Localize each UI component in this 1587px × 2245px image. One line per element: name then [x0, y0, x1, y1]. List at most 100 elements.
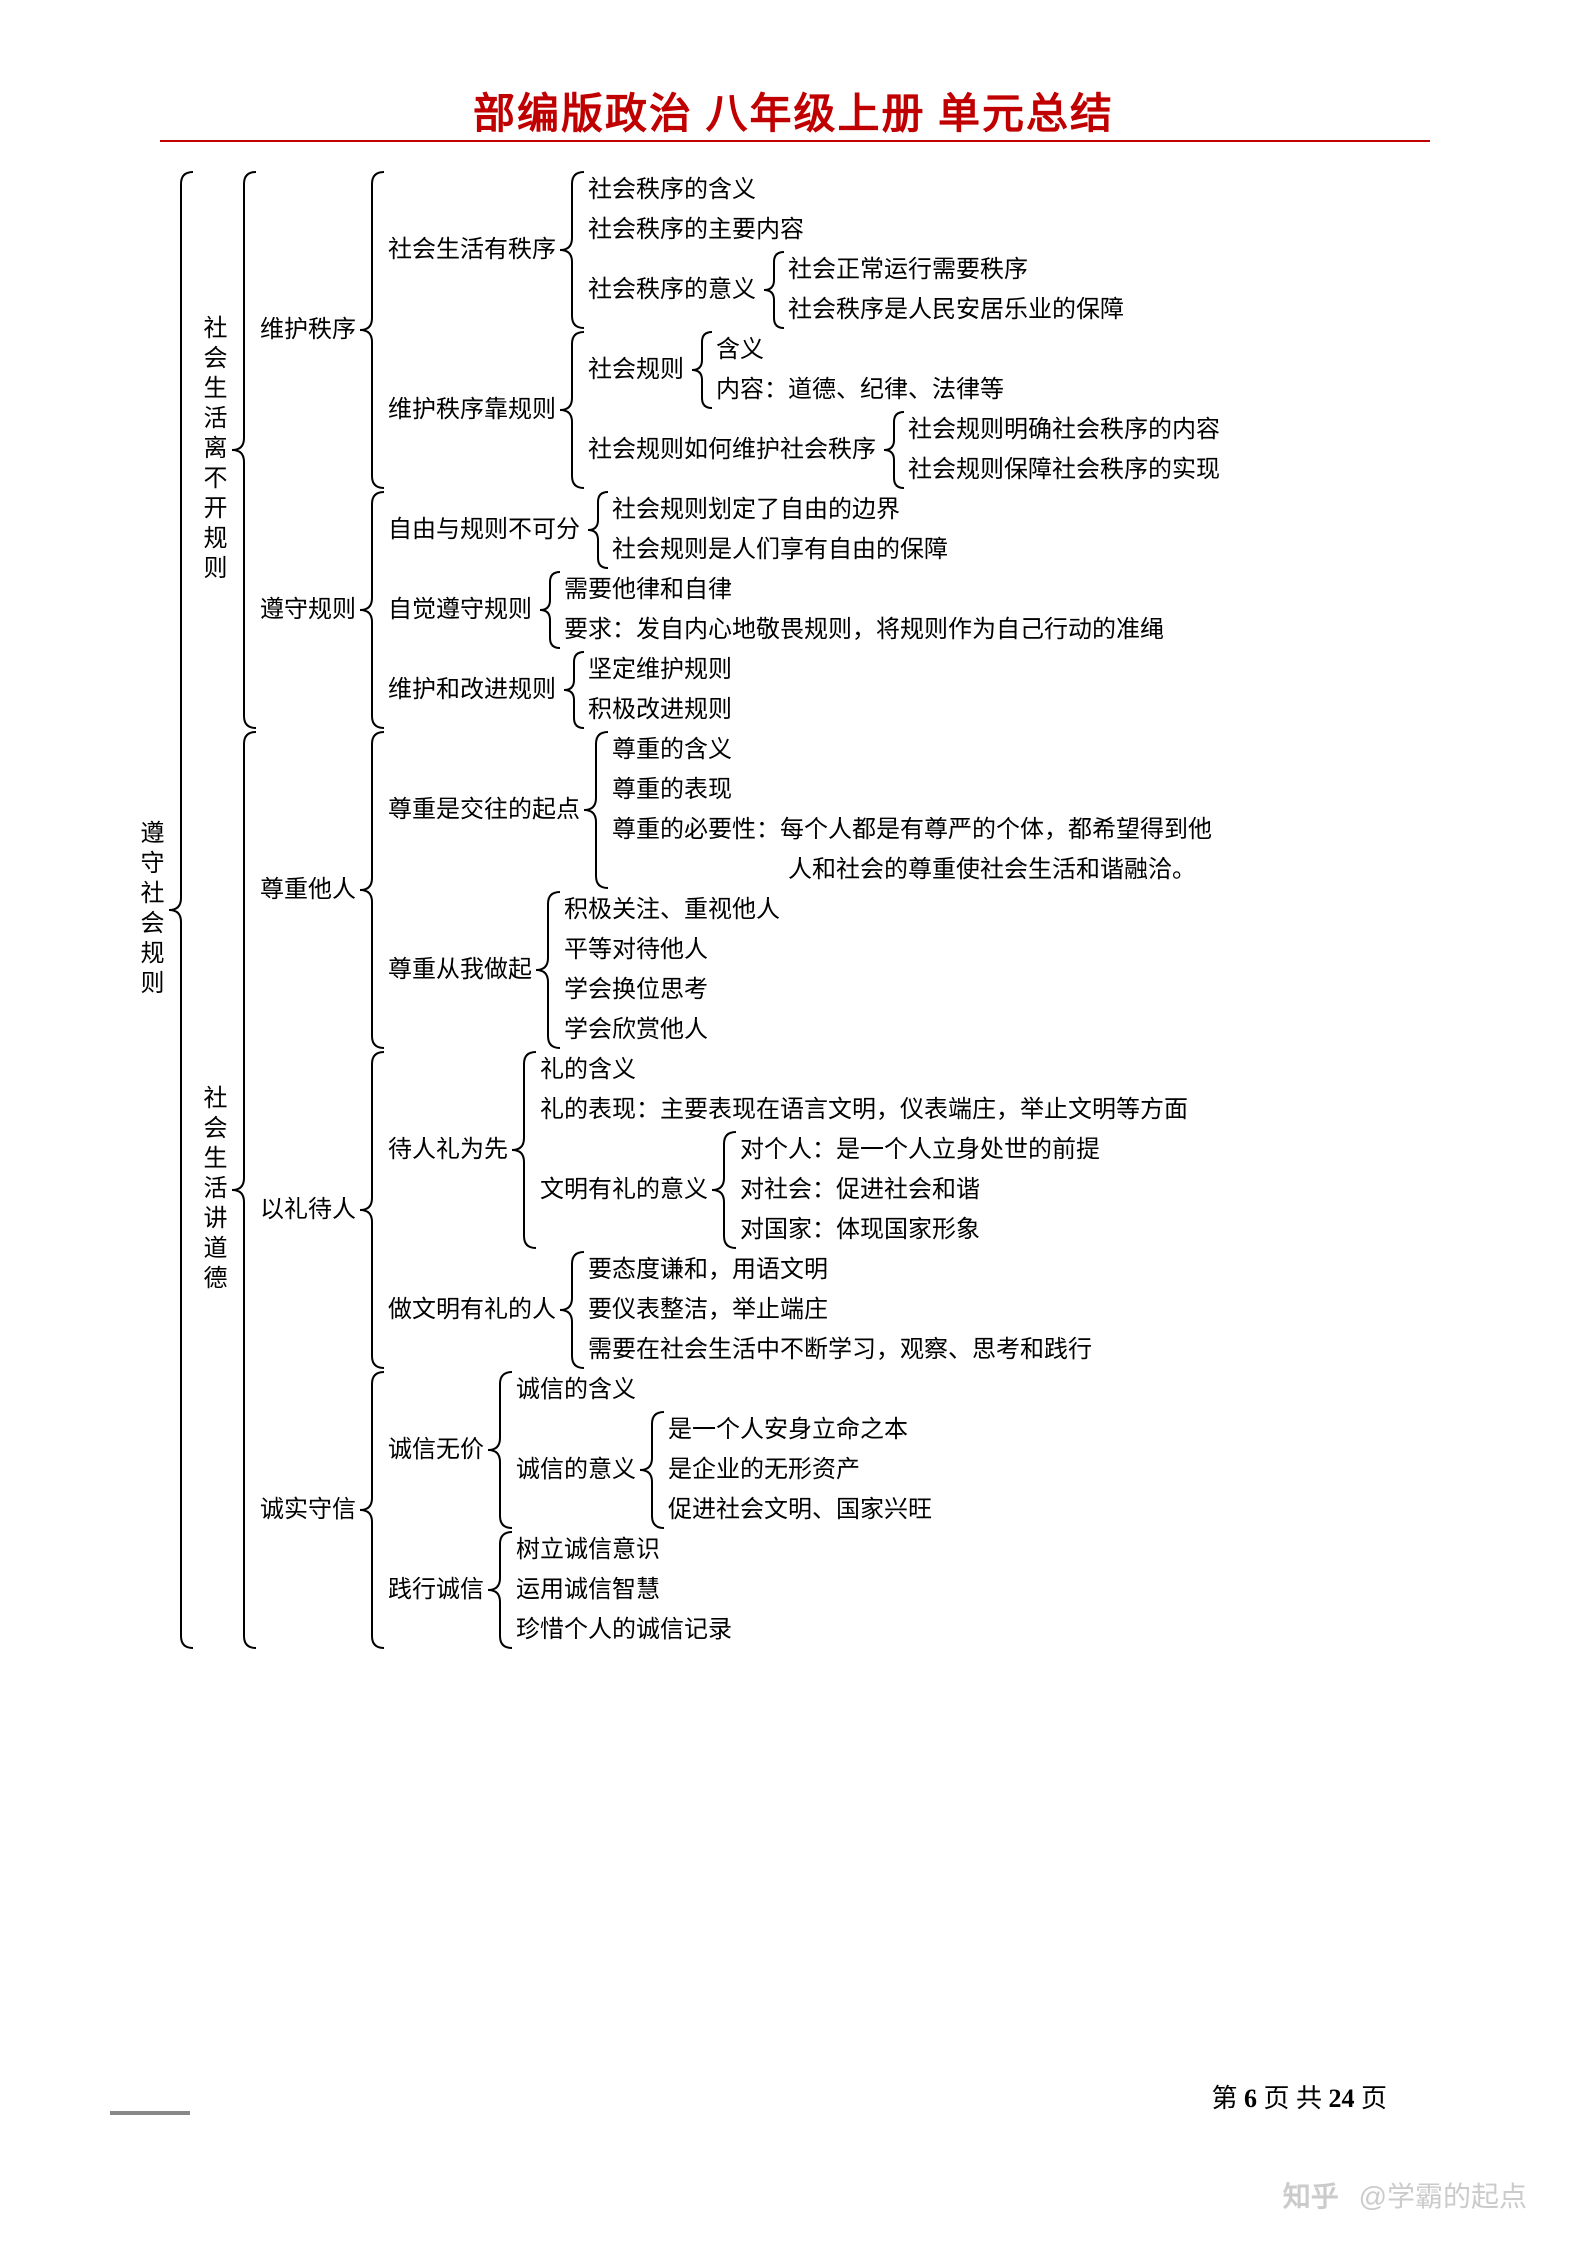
- tree-node: 尊重的必要性：每个人都是有尊严的个体，都希望得到他人和社会的尊重使社会生活和谐融…: [608, 810, 1216, 890]
- tree-label: 需要他律和自律: [560, 570, 736, 610]
- brace-icon: [640, 1410, 664, 1530]
- tree-node: 做文明有礼的人 要态度谦和，用语文明要仪表整洁，举止端庄需要在社会生活中不断学习…: [384, 1250, 1192, 1370]
- tree-children: 社会秩序的含义社会秩序的主要内容社会秩序的意义 社会正常运行需要秩序社会秩序是人…: [584, 170, 1128, 330]
- tree-label: 社会秩序的意义: [584, 270, 760, 310]
- watermark: 知乎 @学霸的起点: [1283, 2175, 1527, 2215]
- tree-label-wrap: 人和社会的尊重使社会生活和谐融洽。: [608, 850, 1216, 890]
- brace-icon: [536, 890, 560, 1050]
- footer-mark: [110, 2111, 190, 2115]
- tree-label: 社会秩序的主要内容: [584, 210, 808, 250]
- title-underline: [160, 140, 1430, 142]
- tree-node: 对个人：是一个人立身处世的前提: [736, 1130, 1104, 1170]
- tree-node: 坚定维护规则: [584, 650, 736, 690]
- tree-children: 对个人：是一个人立身处世的前提对社会：促进社会和谐对国家：体现国家形象: [736, 1130, 1104, 1250]
- tree-label: 社会规则: [584, 350, 688, 390]
- tree-children: 坚定维护规则积极改进规则: [584, 650, 736, 730]
- tree-label: 尊重他人: [256, 870, 360, 910]
- tree-label: 遵守规则: [256, 590, 360, 630]
- tree-label: 诚信的意义: [512, 1450, 640, 1490]
- tree-node: 尊重他人 尊重是交往的起点 尊重的含义尊重的表现尊重的必要性：每个人都是有尊严的…: [256, 730, 1216, 1050]
- tree-node: 礼的含义: [536, 1050, 1192, 1090]
- tree-node: 对国家：体现国家形象: [736, 1210, 1104, 1250]
- tree-label: 社会生活讲道德: [193, 1081, 232, 1299]
- tree-node: 尊重从我做起 积极关注、重视他人平等对待他人学会换位思考学会欣赏他人: [384, 890, 1216, 1050]
- tree-label: 诚实守信: [256, 1490, 360, 1530]
- tree-label: 对个人：是一个人立身处世的前提: [736, 1130, 1104, 1170]
- tree-label: 尊重的必要性：每个人都是有尊严的个体，都希望得到他: [608, 810, 1216, 850]
- watermark-logo: 知乎: [1283, 2175, 1339, 2215]
- brace-icon: [560, 330, 584, 490]
- tree-label: 促进社会文明、国家兴旺: [664, 1490, 936, 1530]
- brace-icon: [512, 1050, 536, 1250]
- page-title: 部编版政治 八年级上册 单元总结: [0, 80, 1587, 141]
- brace-icon: [584, 490, 608, 570]
- tree-label: 珍惜个人的诚信记录: [512, 1610, 736, 1650]
- tree-node: 社会规则保障社会秩序的实现: [904, 450, 1224, 490]
- tree-label: 平等对待他人: [560, 930, 712, 970]
- tree-label: 诚信的含义: [512, 1370, 640, 1410]
- tree-node: 自由与规则不可分 社会规则划定了自由的边界社会规则是人们享有自由的保障: [384, 490, 1168, 570]
- brace-icon: [360, 490, 384, 730]
- tree-label: 社会规则明确社会秩序的内容: [904, 410, 1224, 450]
- tree-node: 积极关注、重视他人: [560, 890, 784, 930]
- tree-node: 要态度谦和，用语文明: [584, 1250, 1096, 1290]
- tree-children: 是一个人安身立命之本是企业的无形资产促进社会文明、国家兴旺: [664, 1410, 936, 1530]
- tree-node: 要仪表整洁，举止端庄: [584, 1290, 1096, 1330]
- tree-children: 诚信无价 诚信的含义诚信的意义 是一个人安身立命之本是企业的无形资产促进社会文明…: [384, 1370, 936, 1650]
- tree-node: 社会规则 含义内容：道德、纪律、法律等: [584, 330, 1224, 410]
- tree-label: 积极改进规则: [584, 690, 736, 730]
- tree-label: 学会换位思考: [560, 970, 712, 1010]
- tree-label: 诚信无价: [384, 1430, 488, 1470]
- tree-label: 尊重是交往的起点: [384, 790, 584, 830]
- tree-label: 社会秩序的含义: [584, 170, 760, 210]
- brace-icon: [360, 1050, 384, 1370]
- tree-children: 诚信的含义诚信的意义 是一个人安身立命之本是企业的无形资产促进社会文明、国家兴旺: [512, 1370, 936, 1530]
- tree-label: 维护秩序靠规则: [384, 390, 560, 430]
- tree-label: 要求：发自内心地敬畏规则，将规则作为自己行动的准绳: [560, 610, 1168, 650]
- tree-label: 社会正常运行需要秩序: [784, 250, 1032, 290]
- tree-label: 自由与规则不可分: [384, 510, 584, 550]
- brace-icon: [560, 650, 584, 730]
- brace-icon: [712, 1130, 736, 1250]
- tree-node: 是一个人安身立命之本: [664, 1410, 936, 1450]
- brace-icon: [232, 170, 256, 730]
- brace-icon: [169, 170, 193, 1650]
- tree-node: 以礼待人 待人礼为先 礼的含义礼的表现：主要表现在语言文明，仪表端庄，举止文明等…: [256, 1050, 1216, 1370]
- tree-children: 尊重是交往的起点 尊重的含义尊重的表现尊重的必要性：每个人都是有尊严的个体，都希…: [384, 730, 1216, 1050]
- tree-children: 待人礼为先 礼的含义礼的表现：主要表现在语言文明，仪表端庄，举止文明等方面文明有…: [384, 1050, 1192, 1370]
- brace-icon: [360, 1370, 384, 1650]
- tree-label: 树立诚信意识: [512, 1530, 664, 1570]
- tree-node: 社会规则是人们享有自由的保障: [608, 530, 952, 570]
- tree-node: 尊重的表现: [608, 770, 1216, 810]
- tree-node: 维护秩序 社会生活有秩序 社会秩序的含义社会秩序的主要内容社会秩序的意义 社会正…: [256, 170, 1224, 490]
- tree-node: 诚信无价 诚信的含义诚信的意义 是一个人安身立命之本是企业的无形资产促进社会文明…: [384, 1370, 936, 1530]
- tree-node: 自觉遵守规则 需要他律和自律要求：发自内心地敬畏规则，将规则作为自己行动的准绳: [384, 570, 1168, 650]
- tree-node: 含义: [712, 330, 1008, 370]
- tree-label: 社会规则保障社会秩序的实现: [904, 450, 1224, 490]
- tree-node: 要求：发自内心地敬畏规则，将规则作为自己行动的准绳: [560, 610, 1168, 650]
- brace-icon: [360, 170, 384, 490]
- tree-node: 诚信的意义 是一个人安身立命之本是企业的无形资产促进社会文明、国家兴旺: [512, 1410, 936, 1530]
- tree-label: 对国家：体现国家形象: [736, 1210, 984, 1250]
- tree-label: 运用诚信智慧: [512, 1570, 664, 1610]
- tree-node: 社会生活有秩序 社会秩序的含义社会秩序的主要内容社会秩序的意义 社会正常运行需要…: [384, 170, 1224, 330]
- tree-node: 社会秩序是人民安居乐业的保障: [784, 290, 1128, 330]
- tree-node: 平等对待他人: [560, 930, 784, 970]
- tree-node: 践行诚信 树立诚信意识运用诚信智慧珍惜个人的诚信记录: [384, 1530, 936, 1650]
- tree-node: 内容：道德、纪律、法律等: [712, 370, 1008, 410]
- tree-children: 尊重他人 尊重是交往的起点 尊重的含义尊重的表现尊重的必要性：每个人都是有尊严的…: [256, 730, 1216, 1650]
- tree-label: 社会秩序是人民安居乐业的保障: [784, 290, 1128, 330]
- tree-label: 做文明有礼的人: [384, 1290, 560, 1330]
- tree-node: 社会规则划定了自由的边界: [608, 490, 952, 530]
- tree-node: 社会生活讲道德 尊重他人 尊重是交往的起点 尊重的含义尊重的表现尊重的必要性：每…: [193, 730, 1224, 1650]
- watermark-author: @学霸的起点: [1359, 2181, 1527, 2212]
- tree-label: 学会欣赏他人: [560, 1010, 712, 1050]
- tree-node: 积极改进规则: [584, 690, 736, 730]
- tree-label: 是一个人安身立命之本: [664, 1410, 912, 1450]
- tree-children: 积极关注、重视他人平等对待他人学会换位思考学会欣赏他人: [560, 890, 784, 1050]
- tree-node: 尊重是交往的起点 尊重的含义尊重的表现尊重的必要性：每个人都是有尊严的个体，都希…: [384, 730, 1216, 890]
- tree-node: 维护和改进规则 坚定维护规则积极改进规则: [384, 650, 1168, 730]
- tree-children: 社会规则明确社会秩序的内容社会规则保障社会秩序的实现: [904, 410, 1224, 490]
- tree-node: 需要他律和自律: [560, 570, 1168, 610]
- tree-node: 待人礼为先 礼的含义礼的表现：主要表现在语言文明，仪表端庄，举止文明等方面文明有…: [384, 1050, 1192, 1250]
